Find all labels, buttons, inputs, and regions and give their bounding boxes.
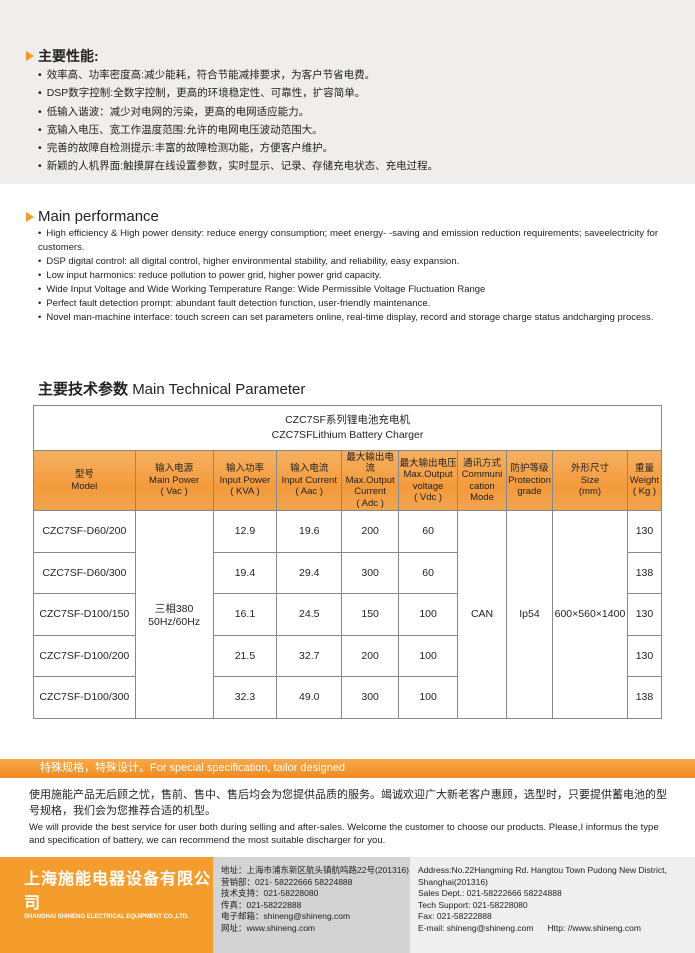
caption-cn: CZC7SF系列锂电池充电机 (285, 414, 410, 426)
table-cell: 130 (626, 593, 663, 636)
feature-cn-item: 宽输入电压、宽工作温度范围:允许的电网电压波动范围大。 (38, 121, 438, 139)
caption-en: CZC7SFLithium Battery Charger (271, 429, 424, 441)
feature-cn-item: DSP数字控制:全数字控制，更高的环境稳定性、可靠性，扩容简单。 (38, 84, 438, 102)
column-header: 输入功率 Input Power ( KVA ) (212, 450, 278, 511)
feature-en-item: Wide Input Voltage and Wide Working Temp… (38, 283, 658, 297)
feature-en-item: DSP digital control: all digital control… (38, 255, 658, 269)
table-cell: CZC7SF-D100/200 (33, 634, 136, 677)
table-cell: 100 (398, 676, 459, 719)
table-cell: 49.0 (276, 676, 343, 719)
contact-line: Fax: 021-58222888 (418, 911, 492, 921)
features-cn-heading: 主要性能: (26, 46, 99, 66)
service-note: 使用施能产品无后顾之忧，售前、售中、售后均会为您提供品质的服务。竭诚欢迎广大新老… (29, 787, 674, 847)
column-header: 重量 Weight ( Kg ) (626, 450, 663, 511)
contact-line: Address:No.22Hangming Rd. Hangtou Town P… (418, 865, 667, 875)
table-cell: CZC7SF-D100/300 (33, 676, 136, 719)
contact-line: E-mail: shineng@shineng.com Http: //www.s… (418, 923, 695, 935)
contact-line: Shanghai(201316) (418, 876, 488, 887)
table-cell: CZC7SF-D60/300 (33, 551, 136, 594)
features-en-list: High efficiency & High power density: re… (38, 227, 658, 325)
table-cell: 200 (341, 510, 400, 553)
note-en: We will provide the best service for use… (29, 822, 659, 846)
heading-text: 主要性能: (38, 48, 99, 64)
table-cell: 60 (398, 551, 459, 594)
table-cell: 21.5 (212, 634, 278, 677)
title-en: Main Technical Parameter (132, 381, 306, 398)
column-header: 外形尺寸 Size (mm) (551, 450, 628, 511)
column-header: 通讯方式 Communi cation Mode (457, 450, 507, 511)
contact-line: 网址：www.shineng.com (221, 922, 316, 933)
triangle-bullet-icon (26, 211, 34, 222)
table-cell: 138 (626, 676, 663, 719)
table-cell: 32.7 (276, 634, 343, 677)
column-header: 最大输出电流 Max.Output Current ( Adc ) (341, 450, 400, 511)
contact-line: Tech Support: 021-58228080 (418, 899, 528, 910)
column-header: 防护等级 Protection grade (506, 450, 553, 511)
company-name-cn: 上海施能电器设备有限公司 (24, 871, 212, 912)
column-header: 输入电流 Input Current ( Aac ) (276, 450, 343, 511)
feature-en-item: Novel man-machine interface: touch scree… (38, 311, 658, 325)
table-cell: 300 (341, 676, 400, 719)
feature-en-item: High efficiency & High power density: re… (38, 227, 658, 255)
table-cell: CZC7SF-D100/150 (33, 593, 136, 636)
contact-line: 电子邮箱：shineng@shineng.com (221, 911, 351, 921)
table-row: CZC7SF-D100/300 32.3 49.0 300 100 138 (33, 676, 663, 719)
contact-line: 技术支持：021-58228080 (221, 888, 319, 898)
feature-cn-item: 完善的故障自检测提示:丰富的故障检测功能，方便客户维护。 (38, 139, 438, 157)
table-cell: 200 (341, 634, 400, 677)
feature-cn-item: 新颖的人机界面:触摸屏在线设置参数，实时显示、记录、存储充电状态、充电过程。 (38, 157, 438, 175)
contact-line: 营销部：021- 58222666 58224888 (221, 876, 353, 887)
web-link[interactable]: Http: //www.shineng.com (547, 922, 641, 933)
table-row: CZC7SF-D60/200 三相380 50Hz/60Hz 12.9 19.6 200… (33, 510, 663, 719)
table-cell: 60 (398, 510, 459, 553)
footer-contact-en: Address:No.22Hangming Rd. Hangtou Town P… (410, 857, 695, 953)
heading-text: Main performance (38, 208, 159, 225)
feature-cn-item: 低输入谐波：减少对电网的污染，更高的电网适应能力。 (38, 103, 438, 121)
table-cell: 100 (398, 593, 459, 636)
table-caption: CZC7SF系列锂电池充电机 CZC7SFLithium Battery Char… (33, 405, 662, 451)
table-cell: 150 (341, 593, 400, 636)
contact-line: 地址：上海市浦东新区航头镇航鸣路22号(201316) (221, 865, 409, 875)
table-cell: 100 (398, 634, 459, 677)
shared-cell: 三相380 50Hz/60Hz (134, 510, 214, 719)
company-name-en: SHANGHAI SHINENG ELECTRICAL EQUIPMENT CO… (24, 914, 189, 920)
table-cell: 12.9 (212, 510, 278, 553)
title-cn: 主要技术参数 (38, 381, 129, 398)
shared-cell: 600×560×1400 (551, 510, 628, 719)
features-cn-list: 效率高、功率密度高:减少能耗，符合节能减排要求，为客户节省电费。DSP数字控制:… (38, 66, 438, 176)
email-link[interactable]: E-mail: shineng@shineng.com (418, 922, 534, 933)
table-cell: 32.3 (212, 676, 278, 719)
table-cell: 29.4 (276, 551, 343, 594)
feature-cn-item: 效率高、功率密度高:减少能耗，符合节能减排要求，为客户节省电费。 (38, 66, 438, 84)
table-cell: 138 (626, 551, 663, 594)
shared-cell: Ip54 (506, 510, 553, 719)
table-cell: 300 (341, 551, 400, 594)
special-spec-banner: 特殊规格，特殊设计。For special specification, tai… (0, 759, 695, 778)
column-header: 输入电源 Main Power ( Vac ) (134, 450, 214, 511)
footer-contact-cn: 地址：上海市浦东新区航头镇航鸣路22号(201316) 营销部：021- 5822… (213, 857, 410, 953)
contact-line: 传真：021-58222888 (221, 899, 302, 910)
table-cell: 130 (626, 634, 663, 677)
table-cell: CZC7SF-D60/200 (33, 510, 136, 553)
contact-line: Sales Dept.: 021-58222666 58224888 (418, 888, 562, 898)
table-cell: 16.1 (212, 593, 278, 636)
column-header: 最大输出电压 Max.Output voltage ( Vdc ) (398, 450, 459, 511)
feature-en-item: Low input harmonics: reduce pollution to… (38, 269, 658, 283)
column-header: 型号 Model (33, 450, 136, 511)
table-cell: 130 (626, 510, 663, 553)
features-en-heading: Main performance (26, 208, 159, 225)
table-cell: 24.5 (276, 593, 343, 636)
triangle-bullet-icon (26, 51, 34, 61)
table-row: CZC7SF-D60/300 19.4 29.4 300 60 138 (33, 551, 663, 594)
spec-table: CZC7SF系列锂电池充电机 CZC7SFLithium Battery Char… (33, 405, 663, 719)
footer-company: 上海施能电器设备有限公司 SHANGHAI SHINENG ELECTRICAL… (0, 857, 213, 953)
feature-en-item: Perfect fault detection prompt: abundant… (38, 297, 658, 311)
table-cell: 19.4 (212, 551, 278, 594)
shared-cell: CAN (457, 510, 507, 719)
note-cn: 使用施能产品无后顾之忧，售前、售中、售后均会为您提供品质的服务。竭诚欢迎广大新老… (29, 789, 667, 817)
table-cell: 19.6 (276, 510, 343, 553)
table-section-title: 主要技术参数 Main Technical Parameter (38, 378, 305, 399)
